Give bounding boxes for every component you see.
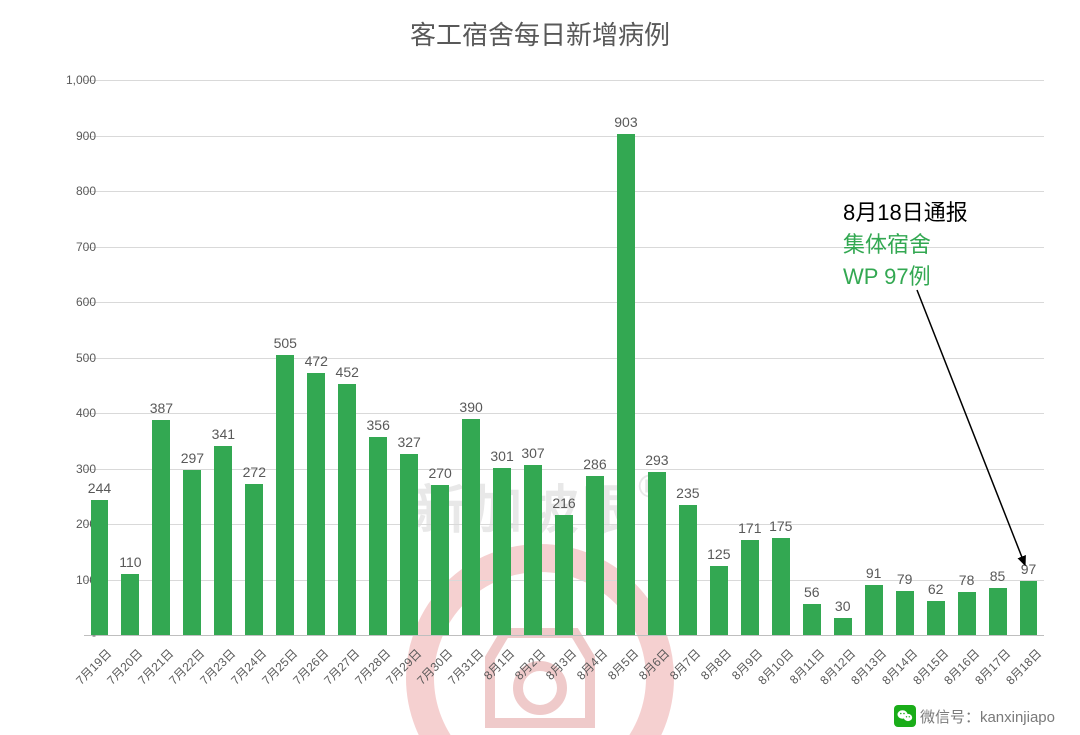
- annotation-line-2: 集体宿舍: [843, 227, 968, 259]
- bar: [927, 601, 945, 635]
- bar: [865, 585, 883, 636]
- bar-value-label: 175: [769, 518, 792, 534]
- gridline: [84, 302, 1044, 303]
- x-tick-label: 8月8日: [696, 645, 734, 683]
- bar: [431, 485, 449, 635]
- bar-value-label: 56: [804, 584, 820, 600]
- x-tick-label: 8月7日: [665, 645, 703, 683]
- bar-value-label: 79: [897, 571, 913, 587]
- gridline: [84, 358, 1044, 359]
- bar-value-label: 505: [274, 335, 297, 351]
- bar-value-label: 125: [707, 546, 730, 562]
- bar: [152, 420, 170, 635]
- gridline: [84, 80, 1044, 81]
- bar: [245, 484, 263, 635]
- x-tick-label: 8月3日: [542, 645, 580, 683]
- bar: [1020, 581, 1038, 635]
- bar-value-label: 97: [1021, 561, 1037, 577]
- bar: [400, 454, 418, 635]
- bar: [741, 540, 759, 635]
- gridline: [84, 635, 1044, 636]
- bar: [183, 470, 201, 635]
- chart-title: 客工宿舍每日新增病例: [0, 15, 1080, 52]
- bar-value-label: 270: [428, 465, 451, 481]
- annotation-line-1: 8月18日通报: [843, 195, 968, 227]
- bar-value-label: 301: [490, 448, 513, 464]
- gridline: [84, 191, 1044, 192]
- bar-value-label: 171: [738, 520, 761, 536]
- x-tick-label: 8月6日: [634, 645, 672, 683]
- y-tick-label: 300: [46, 462, 96, 476]
- bar-value-label: 216: [552, 495, 575, 511]
- bar: [493, 468, 511, 635]
- bar: [121, 574, 139, 635]
- bar-value-label: 85: [990, 568, 1006, 584]
- bar-value-label: 472: [305, 353, 328, 369]
- bar: [276, 355, 294, 635]
- y-tick-label: 700: [46, 240, 96, 254]
- bar-value-label: 903: [614, 114, 637, 130]
- bar-value-label: 452: [336, 364, 359, 380]
- bar: [586, 476, 604, 635]
- bar: [555, 515, 573, 635]
- bar: [989, 588, 1007, 635]
- gridline: [84, 413, 1044, 414]
- bar-value-label: 244: [88, 480, 111, 496]
- y-tick-label: 900: [46, 129, 96, 143]
- bar: [369, 437, 387, 635]
- y-tick-label: 600: [46, 295, 96, 309]
- bar: [214, 446, 232, 635]
- bar: [679, 505, 697, 635]
- bar-value-label: 78: [959, 572, 975, 588]
- bar-value-label: 30: [835, 598, 851, 614]
- bar-value-label: 327: [397, 434, 420, 450]
- bar: [648, 472, 666, 635]
- y-tick-label: 1,000: [46, 73, 96, 87]
- bar: [307, 373, 325, 635]
- bar: [338, 384, 356, 635]
- bar: [462, 419, 480, 635]
- x-tick-label: 8月5日: [604, 645, 642, 683]
- chart-container: 新加坡眼® 客工宿舍每日新增病例 -1002003004005006007008…: [0, 0, 1080, 735]
- y-tick-label: 400: [46, 406, 96, 420]
- bar-value-label: 235: [676, 485, 699, 501]
- bar: [834, 618, 852, 635]
- bar: [772, 538, 790, 635]
- bar-value-label: 91: [866, 565, 882, 581]
- wechat-icon: [894, 705, 916, 727]
- wechat-label: 微信号：kanxinjiapo: [920, 706, 1055, 727]
- bar: [617, 134, 635, 635]
- wechat-footer: 微信号：kanxinjiapo: [894, 705, 1055, 727]
- bar-value-label: 387: [150, 400, 173, 416]
- bar: [91, 500, 109, 635]
- bar: [524, 465, 542, 635]
- annotation-line-3: WP 97例: [843, 259, 968, 291]
- bar-value-label: 307: [521, 445, 544, 461]
- x-tick-label: 8月4日: [573, 645, 611, 683]
- bar: [710, 566, 728, 635]
- y-tick-label: 200: [46, 517, 96, 531]
- bar-value-label: 110: [119, 554, 141, 570]
- bar-value-label: 390: [459, 399, 482, 415]
- y-tick-label: 100: [46, 573, 96, 587]
- y-tick-label: 500: [46, 351, 96, 365]
- bar-value-label: 297: [181, 450, 204, 466]
- y-tick-label: -: [46, 628, 96, 642]
- bar-value-label: 341: [212, 426, 235, 442]
- annotation-box: 8月18日通报 集体宿舍 WP 97例: [843, 195, 968, 291]
- bar: [958, 592, 976, 635]
- gridline: [84, 136, 1044, 137]
- x-tick-label: 8月2日: [511, 645, 549, 683]
- y-tick-label: 800: [46, 184, 96, 198]
- bar-value-label: 62: [928, 581, 944, 597]
- bar: [803, 604, 821, 635]
- bar-value-label: 293: [645, 452, 668, 468]
- x-tick-label: 8月1日: [480, 645, 518, 683]
- bar-value-label: 286: [583, 456, 606, 472]
- bar: [896, 591, 914, 635]
- bar-value-label: 356: [367, 417, 390, 433]
- bar-value-label: 272: [243, 464, 266, 480]
